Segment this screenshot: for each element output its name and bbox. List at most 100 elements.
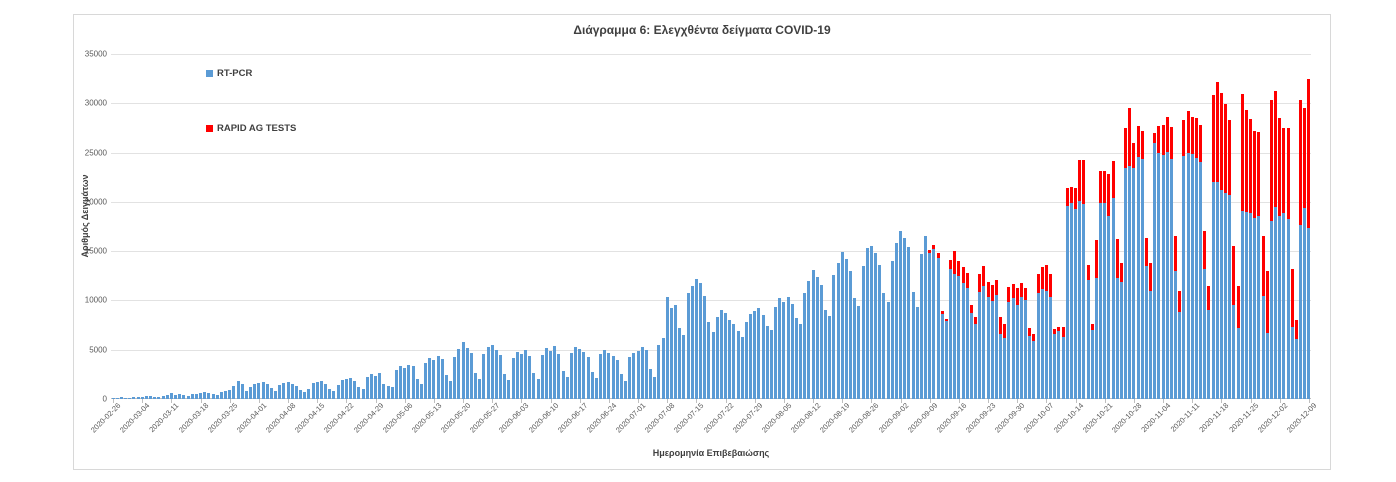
bar-rt-pcr-2020-10-16 [1082,203,1086,399]
bar-rapid-ag-2020-10-18 [1090,324,1094,330]
bar-rt-pcr-2020-09-04 [907,247,911,399]
bar-rt-pcr-2020-09-22 [982,285,986,399]
bar-rapid-ag-2020-10-04 [1032,333,1036,341]
chart-title: Διάγραμμα 6: Ελεγχθέντα δείγματα COVID-1… [573,23,831,37]
bar-rt-pcr-2020-06-30 [632,352,636,399]
bar-rt-pcr-2020-07-09 [669,308,673,399]
bar-rt-pcr-2020-03-13 [178,394,182,399]
bar-rt-pcr-2020-09-12 [940,314,944,399]
bar-rt-pcr-2020-08-05 [782,302,786,399]
bar-rt-pcr-2020-05-24 [478,379,482,399]
x-tick-label: 2020-03-18 [176,401,210,435]
chart-container: Διάγραμμα 6: Ελεγχθέντα δείγματα COVID-1… [73,14,1331,470]
bar-rapid-ag-2020-11-14 [1203,231,1207,269]
x-tick-label: 2020-07-08 [643,401,677,435]
x-tick-label: 2020-08-05 [759,401,794,435]
bar-rt-pcr-2020-09-15 [953,273,957,399]
bar-rt-pcr-2020-07-31 [761,315,765,399]
x-tick-mark [433,399,435,403]
bar-rt-pcr-2020-08-25 [865,248,869,399]
bar-rt-pcr-2020-05-09 [415,379,419,399]
bar-rt-pcr-2020-03-16 [190,394,194,399]
bar-rt-pcr-2020-11-30 [1269,220,1273,399]
bar-rt-pcr-2020-03-23 [219,392,223,399]
bar-rt-pcr-2020-08-04 [778,298,782,399]
bar-rt-pcr-2020-06-11 [553,345,557,399]
bar-rt-pcr-2020-10-23 [1111,197,1115,399]
x-axis-line [111,398,1311,399]
x-tick-mark [988,399,990,403]
bar-rapid-ag-2020-10-03 [1028,328,1032,336]
x-tick-label: 2020-03-11 [147,401,181,435]
bar-rt-pcr-2020-09-20 [974,324,978,399]
x-tick-mark [404,399,406,403]
bar-rt-pcr-2020-07-28 [749,314,753,399]
bar-rt-pcr-2020-11-06 [1169,158,1173,399]
bar-rt-pcr-2020-11-28 [1261,295,1265,399]
x-tick-mark [1046,399,1048,403]
bar-rt-pcr-2020-03-14 [182,395,186,399]
bar-rt-pcr-2020-10-08 [1049,297,1053,399]
x-tick-label: 2020-09-23 [963,401,998,435]
x-tick-mark [900,399,902,403]
bar-rt-pcr-2020-03-12 [174,394,178,399]
bar-rt-pcr-2020-10-04 [1032,340,1036,399]
bar-rapid-ag-2020-09-26 [999,317,1003,334]
bar-rapid-ag-2020-10-02 [1024,287,1028,301]
bar-rapid-ag-2020-10-31 [1144,238,1148,266]
bar-rt-pcr-2020-07-21 [719,310,723,399]
bar-rt-pcr-2020-04-26 [361,389,365,399]
bar-rapid-ag-2020-11-02 [1153,132,1157,143]
x-tick-mark [492,399,494,403]
y-tick-label: 0 [102,394,107,404]
bar-rt-pcr-2020-07-01 [636,350,640,399]
bar-rt-pcr-2020-07-22 [724,313,728,399]
bar-rapid-ag-2020-11-05 [1165,117,1169,152]
x-tick-label: 2020-05-13 [409,401,444,435]
bar-rapid-ag-2020-10-24 [1115,239,1119,278]
bar-rt-pcr-2020-04-27 [365,377,369,399]
bar-rt-pcr-2020-05-29 [499,354,503,399]
bar-rapid-ag-2020-12-01 [1274,91,1278,207]
bar-rt-pcr-2020-08-20 [844,259,848,399]
bar-rapid-ag-2020-09-14 [949,260,953,269]
bar-rt-pcr-2020-05-19 [457,348,461,399]
bar-rapid-ag-2020-09-29 [1011,283,1015,299]
x-tick-label: 2020-08-19 [818,401,852,435]
bar-rt-pcr-2020-06-24 [607,352,611,399]
bar-rt-pcr-2020-06-13 [561,371,565,399]
bar-rt-pcr-2020-11-29 [1265,332,1269,399]
bar-rt-pcr-2020-04-05 [274,391,278,399]
x-tick-mark [725,399,727,403]
bar-rt-pcr-2020-07-24 [732,324,736,399]
bar-rt-pcr-2020-08-01 [765,326,769,399]
x-tick-mark [783,399,785,403]
bar-rt-pcr-2020-09-07 [919,254,923,399]
bar-rt-pcr-2020-02-28 [119,397,123,399]
bar-rt-pcr-2020-06-15 [569,352,573,399]
bar-rapid-ag-2020-10-01 [1019,282,1023,297]
x-tick-mark [1133,399,1135,403]
bar-rt-pcr-2020-06-01 [511,357,515,399]
bar-rt-pcr-2020-10-19 [1094,277,1098,399]
bar-rt-pcr-2020-11-12 [1194,157,1198,399]
bar-rt-pcr-2020-09-09 [928,253,932,399]
bar-rt-pcr-2020-05-26 [486,346,490,399]
x-tick-label: 2020-09-09 [905,401,940,435]
bar-rt-pcr-2020-09-27 [1003,337,1007,399]
bar-rt-pcr-2020-04-22 [344,379,348,399]
bar-rt-pcr-2020-04-16 [319,381,323,399]
bar-rt-pcr-2020-09-17 [961,282,965,399]
bar-rt-pcr-2020-05-10 [419,384,423,399]
bar-rt-pcr-2020-10-20 [1099,202,1103,399]
x-tick-label: 2020-07-15 [672,401,706,435]
bar-rt-pcr-2020-10-01 [1019,296,1023,399]
bar-rt-pcr-2020-11-25 [1249,212,1253,399]
bar-rt-pcr-2020-11-26 [1253,217,1257,399]
bar-rt-pcr-2020-03-11 [169,392,173,399]
bar-rapid-ag-2020-10-10 [1057,327,1061,331]
bar-rapid-ag-2020-12-08 [1303,108,1307,208]
bar-rt-pcr-2020-04-06 [278,385,282,399]
x-tick-mark [958,399,960,403]
bar-rt-pcr-2020-11-04 [1161,154,1165,399]
